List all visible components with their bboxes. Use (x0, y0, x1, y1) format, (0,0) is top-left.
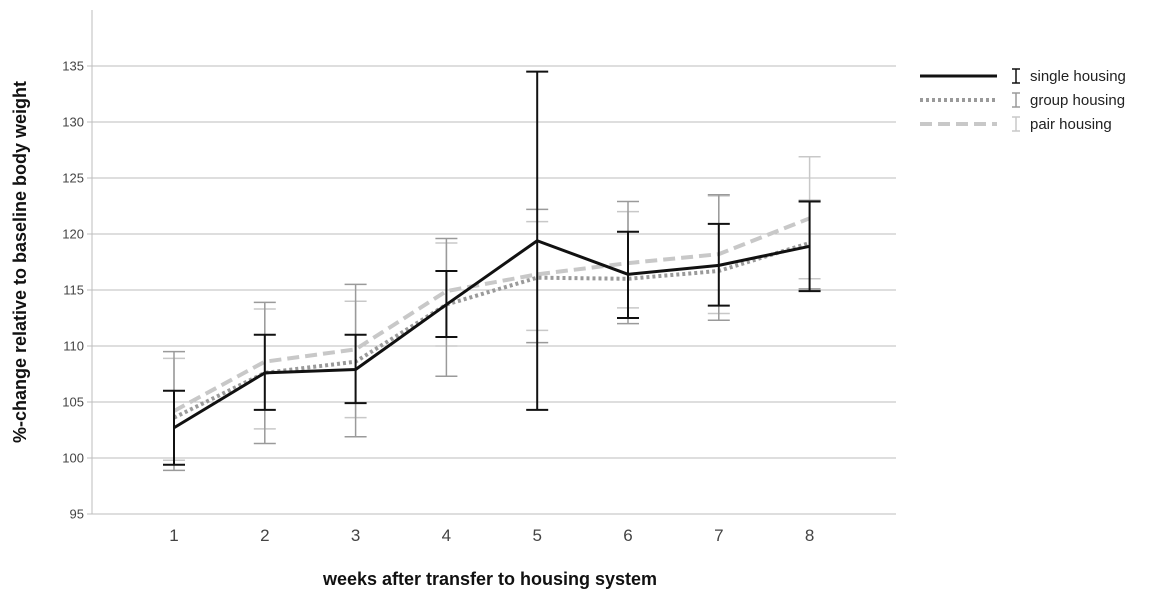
series-0 (163, 70, 821, 466)
y-tick-label-4: 115 (63, 283, 84, 298)
x-tick-label-7: 8 (805, 526, 814, 545)
y-tick-label-8: 135 (62, 59, 84, 74)
x-tick-label-1: 2 (260, 526, 269, 545)
y-tick-label-5: 120 (62, 227, 84, 242)
y-axis-label: %-change relative to baseline body weigh… (10, 81, 30, 443)
y-tick-label-0: 95 (70, 507, 84, 522)
y-tick-label-3: 110 (63, 339, 84, 354)
error-bars-2 (163, 155, 821, 461)
y-tick-label-7: 130 (62, 115, 84, 130)
x-tick-label-6: 7 (714, 526, 723, 545)
series (163, 70, 821, 472)
x-tick-label-5: 6 (623, 526, 632, 545)
legend: single housing group housing pair housing (920, 68, 1126, 133)
series-line-0 (173, 239, 810, 430)
legend-label-0: single housing (1030, 68, 1126, 85)
x-tick-label-0: 1 (169, 526, 178, 545)
x-tick-labels: 1 2 3 4 5 6 7 8 (169, 526, 814, 545)
y-tick-label-2: 105 (62, 395, 84, 410)
series-line-2 (173, 216, 811, 413)
y-tick-label-6: 125 (62, 171, 84, 186)
x-tick-label-4: 5 (532, 526, 541, 545)
error-bars-0 (163, 70, 821, 466)
axes (91, 10, 896, 515)
y-tick-labels: 95 100 105 110 115 120 125 130 135 (62, 59, 84, 522)
gridlines (87, 65, 896, 515)
x-tick-label-3: 4 (442, 526, 451, 545)
legend-label-1: group housing (1030, 92, 1125, 109)
x-tick-label-2: 3 (351, 526, 360, 545)
x-axis-label: weeks after transfer to housing system (322, 569, 657, 589)
series-2 (163, 155, 821, 461)
legend-label-2: pair housing (1030, 116, 1112, 133)
y-tick-label-1: 100 (62, 451, 84, 466)
series-line-1 (173, 241, 811, 420)
